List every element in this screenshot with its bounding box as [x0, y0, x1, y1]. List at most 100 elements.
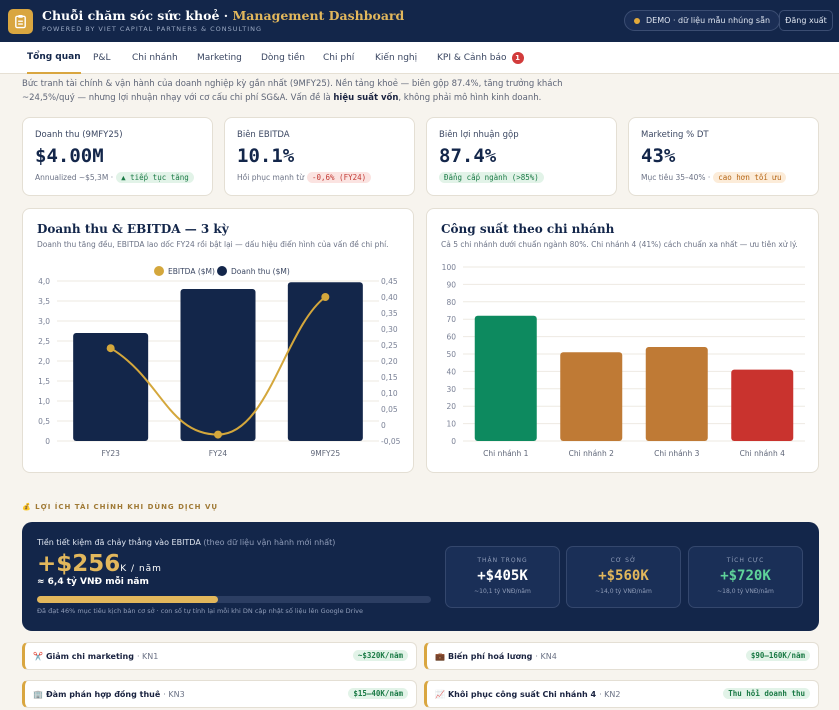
y-tick: 50: [446, 350, 456, 359]
kpi-note: Annualized ~$5,3M · ▲ tiếp tục tăng: [35, 172, 200, 183]
y-tick-right: 0: [381, 421, 386, 430]
saving-tag: Thu hồi doanh thu: [723, 688, 810, 699]
action-item-salary[interactable]: 💼 Biến phí hoá lương · KN4 $90–160K/năm: [424, 642, 819, 670]
tab-kpi-alerts[interactable]: KPI & Cảnh báo 1: [437, 42, 524, 74]
kpi-value: $4.00M: [35, 145, 104, 167]
action-item-lease[interactable]: 🏢 Đàm phán hợp đồng thuê · KN3 $15–40K/năm: [22, 680, 417, 708]
y-tick: 60: [446, 333, 456, 342]
scenario-base: CƠ SỞ +$560K ~14,0 tỷ VNĐ/năm: [566, 546, 681, 608]
x-tick-label: Chi nhánh 3: [654, 449, 699, 458]
saving-tag: ~$320K/năm: [352, 650, 408, 661]
office-building-icon: 🏢: [33, 689, 43, 699]
app-header: Chuỗi chăm sóc sức khoẻ · Management Das…: [0, 0, 839, 42]
scenario-optimistic: TÍCH CỰC +$720K ~18,0 tỷ VNĐ/năm: [688, 546, 803, 608]
savings-amount: +$256K / năm: [37, 551, 162, 577]
savings-progress-fill: [37, 596, 219, 603]
alert-count-badge: 1: [511, 52, 524, 64]
scenario-sub: ~10,1 tỷ VNĐ/năm: [474, 588, 531, 595]
y-tick-left: 1,5: [38, 377, 50, 386]
kpi-trend-pill: ▲ tiếp tục tăng: [116, 172, 194, 183]
app-title: Chuỗi chăm sóc sức khoẻ · Management Das…: [42, 8, 405, 23]
clipboard-icon: [8, 8, 33, 34]
kpi-label: Biên EBITDA: [237, 130, 290, 140]
kpi-value: 10.1%: [237, 145, 295, 167]
y-tick-right: 0,15: [381, 373, 398, 382]
legend-label: EBITDA ($M): [168, 267, 215, 276]
intro-text: Bức tranh tài chính & vận hành của doanh…: [22, 77, 582, 105]
x-tick-label: FY24: [209, 449, 228, 458]
tab-cashflow[interactable]: Dòng tiền: [261, 53, 305, 63]
kpi-note: Mục tiêu 35–40% · cao hơn tối ưu: [641, 172, 806, 183]
scenario-conservative: THẬN TRỌNG +$405K ~10,1 tỷ VNĐ/năm: [445, 546, 560, 608]
y-tick-left: 2,5: [38, 337, 50, 346]
logout-button[interactable]: Đăng xuất: [779, 10, 833, 31]
scenario-name: THẬN TRỌNG: [477, 557, 528, 564]
scenario-value: +$720K: [720, 568, 771, 584]
y-tick-right: 0,30: [381, 325, 398, 334]
capacity-bar: [731, 369, 794, 441]
chart-up-icon: 📈: [435, 689, 445, 699]
brand: Chuỗi chăm sóc sức khoẻ · Management Das…: [42, 8, 405, 34]
y-tick-right: 0,45: [381, 277, 398, 286]
revenue-bar: [287, 282, 363, 441]
section-title: 💰 LỢI ÍCH TÀI CHÍNH KHI DÙNG DỊCH VỤ: [22, 503, 219, 511]
y-tick: 70: [446, 315, 456, 324]
y-tick: 10: [446, 420, 456, 429]
tab-costs[interactable]: Chi phí: [323, 53, 355, 63]
y-tick-right: -0,05: [381, 437, 401, 446]
y-tick-left: 4,0: [38, 277, 50, 286]
ebitda-point: [321, 293, 330, 301]
scenario-name: TÍCH CỰC: [726, 557, 765, 564]
kpi-value: 87.4%: [439, 145, 497, 167]
revenue-bar: [180, 289, 256, 441]
savings-label: Tiền tiết kiệm đã chảy thẳng vào EBITDA …: [37, 538, 336, 547]
y-tick-left: 0,5: [38, 417, 50, 426]
app-subtitle: POWERED BY VIET CAPITAL PARTNERS & CONSU…: [42, 25, 263, 33]
scenario-value: +$405K: [477, 568, 528, 584]
panel-subtitle: Doanh thu tăng đều, EBITDA lao dốc FY24 …: [37, 240, 389, 249]
action-item-marketing[interactable]: ✂️ Giảm chi marketing · KN1 ~$320K/năm: [22, 642, 417, 670]
revenue-ebitda-chart: 4,0 3,5 3,0 2,5 2,0 1,5 1,0 0,5 0 0,45 0,40 0,35 0,3…: [38, 266, 401, 458]
y-tick-right: 0,10: [381, 389, 398, 398]
y-tick-left: 3,0: [38, 317, 50, 326]
scenario-sub: ~18,0 tỷ VNĐ/năm: [717, 588, 774, 595]
y-tick-right: 0,20: [381, 357, 398, 366]
x-tick-label: Chi nhánh 2: [569, 449, 614, 458]
savings-progress-bar: [37, 596, 431, 603]
kpi-card-ebitda-margin: Biên EBITDA 10.1% Hồi phục mạnh từ -0,6% …: [224, 117, 415, 196]
tab-recommendations[interactable]: Kiến nghị: [375, 53, 418, 63]
y-tick-right: 0,35: [381, 309, 398, 318]
panel-subtitle: Cả 5 chi nhánh dưới chuẩn ngành 80%. Chi…: [441, 240, 798, 249]
tab-marketing[interactable]: Marketing: [197, 53, 242, 63]
kpi-note: Hồi phục mạnh từ -0,6% (FY24): [237, 172, 402, 183]
x-tick-label: Chi nhánh 1: [483, 449, 528, 458]
tab-overview[interactable]: Tổng quan: [27, 42, 81, 74]
tab-pnl[interactable]: P&L: [93, 53, 111, 63]
scenario-value: +$560K: [598, 568, 649, 584]
y-tick-right: 0,25: [381, 341, 398, 350]
panel-title: Doanh thu & EBITDA — 3 kỳ: [37, 222, 229, 236]
y-tick: 20: [446, 402, 456, 411]
legend-label: Doanh thu ($M): [231, 267, 290, 276]
saving-tag: $15–40K/năm: [348, 688, 408, 699]
capacity-bar: [560, 352, 623, 441]
x-tick-label: 9MFY25: [310, 449, 340, 458]
savings-footnote: Đã đạt 46% mục tiêu kịch bản cơ sở · con…: [37, 607, 363, 615]
kpi-label: Doanh thu (9MFY25): [35, 130, 123, 140]
capacity-panel: Công suất theo chi nhánh Cả 5 chi nhánh …: [426, 208, 819, 473]
tab-branches[interactable]: Chi nhánh: [132, 53, 178, 63]
kpi-card-marketing-ratio: Marketing % DT 43% Mục tiêu 35–40% · cao …: [628, 117, 819, 196]
scissors-icon: ✂️: [33, 651, 43, 661]
kpi-value: 43%: [641, 145, 676, 167]
saving-tag: $90–160K/năm: [745, 650, 810, 661]
y-tick: 80: [446, 298, 456, 307]
ebitda-point: [214, 430, 222, 439]
y-tick: 0: [451, 437, 456, 446]
action-item-branch4[interactable]: 📈 Khôi phục công suất Chi nhánh 4 · KN2 Th…: [424, 680, 819, 708]
x-tick-label: FY23: [101, 449, 120, 458]
demo-badge-label: DEMO · dữ liệu mẫu nhúng sẵn: [646, 16, 771, 25]
intro-line-2: ~24,5%/quý — nhưng lợi nhuận nhạy với cơ…: [22, 93, 542, 103]
capacity-bar: [474, 315, 537, 441]
kpi-card-gross-margin: Biên lợi nhuận gộp 87.4% Đẳng cấp ngành …: [426, 117, 617, 196]
